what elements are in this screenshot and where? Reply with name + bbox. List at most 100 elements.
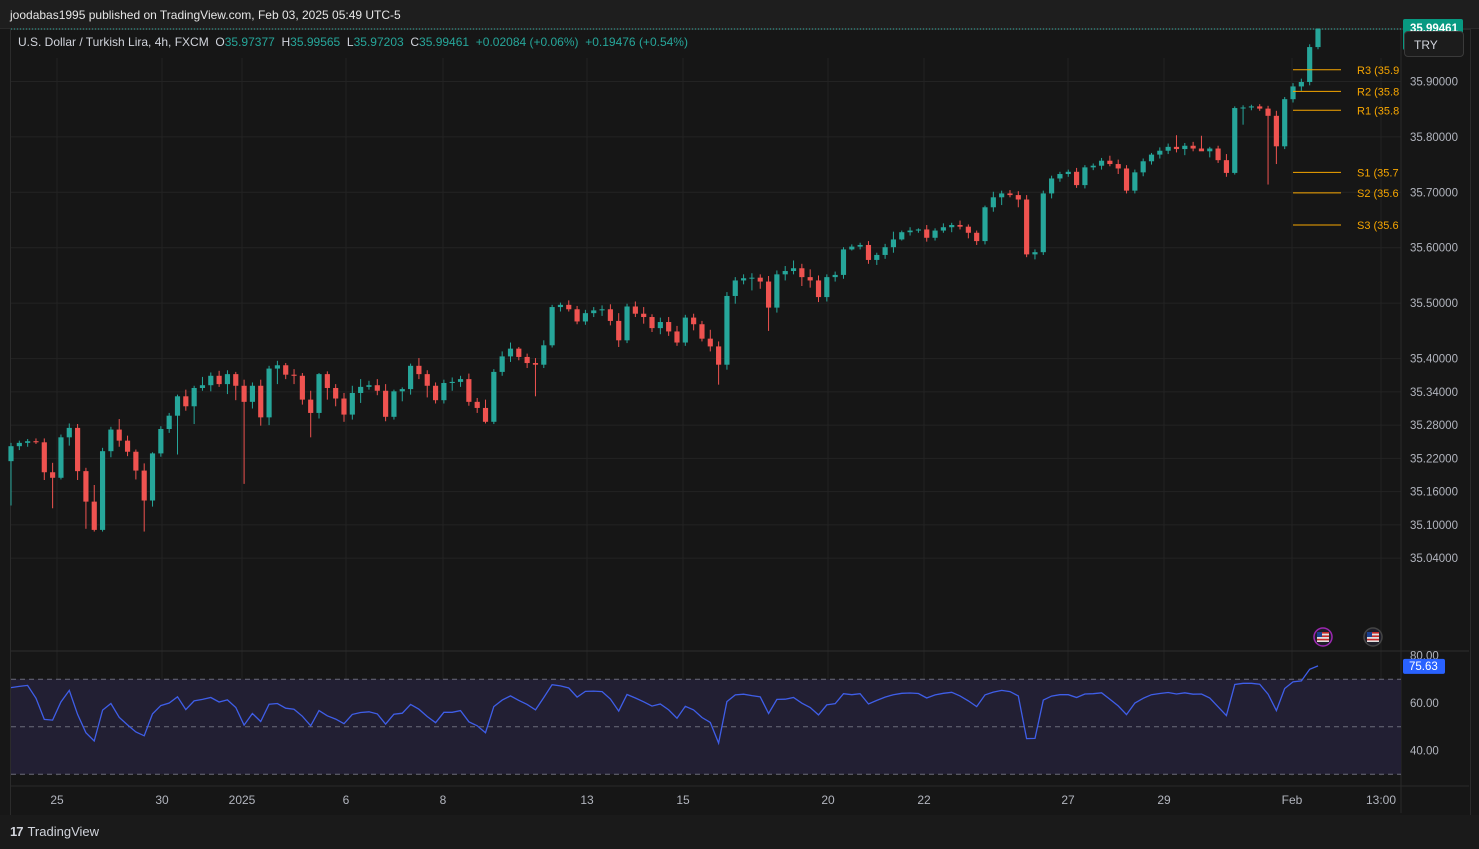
candle-body [840, 249, 847, 275]
candle-body [932, 230, 938, 238]
candle-body [716, 346, 722, 365]
candle-body [657, 322, 663, 329]
candle-body [491, 371, 497, 422]
candle-body [349, 392, 355, 415]
ohlc-high: H35.99565 [281, 35, 341, 49]
candle-body [333, 387, 339, 399]
candle-body [266, 368, 272, 418]
candle-body [16, 442, 22, 447]
candle-body [807, 277, 813, 281]
us-flag-icon [1317, 635, 1329, 637]
candle-body [499, 356, 505, 372]
symbol-legend: U.S. Dollar / Turkish Lira, 4h, FXCM O35… [18, 35, 688, 49]
price-tick-label: 35.80000 [1410, 132, 1458, 144]
candle-body [224, 374, 231, 385]
candle-body [865, 244, 872, 260]
pivot-label-s2: S2 (35.6 [1357, 188, 1399, 200]
us-flag-icon [1317, 632, 1322, 637]
candle-body [1240, 107, 1246, 109]
rsi-line [10, 665, 1319, 746]
time-tick-label: Feb [1282, 793, 1303, 807]
us-flag-icon [1317, 632, 1329, 634]
candle-body [482, 407, 489, 422]
publish-line: joodabas1995 published on TradingView.co… [10, 8, 401, 22]
candle-body [757, 277, 763, 282]
candle-body [541, 345, 547, 365]
candle-body [1057, 174, 1063, 179]
candle-body [682, 317, 688, 343]
candle-body [141, 470, 147, 501]
rsi-tick-label: 60.00 [1410, 698, 1439, 710]
candle-body [41, 442, 47, 473]
candle-body [1015, 195, 1021, 200]
ohlc-open: O35.97377 [215, 35, 275, 49]
candle-body [191, 387, 197, 407]
candle-body [457, 379, 464, 382]
candle-body [199, 385, 206, 388]
candle-body [849, 246, 855, 250]
candle-body [466, 379, 472, 402]
ohlc-close: C35.99461 [410, 35, 470, 49]
candle-body [999, 193, 1005, 198]
candle-body [258, 385, 264, 418]
candle-body [1273, 115, 1279, 147]
price-tick-label: 35.50000 [1410, 298, 1458, 310]
candle-body [707, 338, 713, 347]
candle-body [424, 374, 430, 386]
candle-body [582, 313, 588, 322]
time-tick-label: 13:00 [1366, 793, 1396, 807]
candle-body [632, 306, 638, 314]
us-flag-icon [1317, 638, 1329, 641]
price-tick-label: 35.10000 [1410, 520, 1458, 532]
price-tick-label: 35.04000 [1410, 553, 1458, 565]
candle-body [1107, 160, 1113, 165]
time-tick-label: 13 [580, 793, 594, 807]
candle-body [1115, 164, 1121, 169]
candle-body [1298, 81, 1304, 87]
candle-body [1098, 160, 1105, 166]
candle-body [641, 313, 647, 318]
candle-body [1315, 28, 1321, 48]
candle-body [241, 385, 247, 402]
candle-body [1157, 150, 1163, 155]
candle-body [1248, 106, 1254, 108]
pivot-label-r2: R2 (35.8 [1357, 86, 1399, 98]
candle-body [308, 399, 314, 413]
candle-body [724, 295, 730, 365]
rsi-value-badge [1403, 658, 1445, 674]
candle-body [1257, 106, 1263, 109]
candle-body [774, 274, 780, 308]
candle-body [1132, 172, 1138, 191]
candle-body [1215, 148, 1221, 161]
candle-body [924, 229, 930, 238]
candle-body [208, 375, 214, 386]
tradingview-logo[interactable]: 17 TradingView [10, 824, 99, 839]
candle-body [591, 310, 597, 314]
candle-body [566, 304, 572, 310]
us-flag-icon [1367, 632, 1372, 637]
candle-body [274, 365, 280, 369]
pivot-label-s1: S1 (35.7 [1357, 167, 1399, 179]
candle-body [749, 277, 755, 279]
candle-body [1190, 145, 1196, 149]
candle-body [108, 429, 114, 452]
candle-body [158, 429, 164, 454]
candle-body [358, 386, 364, 393]
rsi-value-label: 75.63 [1409, 661, 1438, 673]
candle-body [574, 309, 580, 322]
candle-body [1290, 86, 1296, 100]
candle-body [1007, 193, 1013, 196]
time-tick-label: 6 [343, 793, 350, 807]
price-tick-label: 35.16000 [1410, 487, 1458, 499]
candle-body [815, 280, 822, 298]
candle-body [291, 374, 297, 376]
currency-button[interactable]: TRY [1404, 31, 1464, 57]
candle-body [166, 415, 172, 430]
candle-body [1165, 146, 1171, 151]
candle-body [1090, 165, 1096, 168]
candle-body [66, 427, 72, 438]
candle-body [33, 441, 39, 443]
candle-body [75, 427, 81, 472]
candle-body [324, 374, 330, 388]
